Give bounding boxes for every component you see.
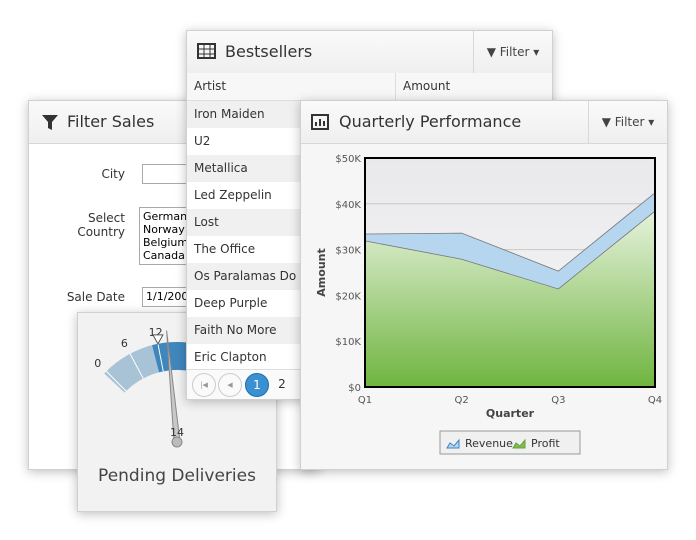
option[interactable]: Norway bbox=[143, 223, 185, 236]
artist-cell: Faith No More bbox=[194, 323, 277, 337]
legend-box bbox=[439, 430, 581, 455]
quarterly-panel: Quarterly Performance ▼︎ Filter ▾ $0 $10K… bbox=[300, 100, 668, 470]
y-tick-label: $0 bbox=[348, 383, 361, 394]
gauge-tick bbox=[129, 353, 144, 379]
y-tick-label: $10K bbox=[335, 337, 361, 348]
gauge-tick-label: 6 bbox=[121, 337, 128, 350]
page-number[interactable]: 2 bbox=[278, 377, 286, 391]
y-axis-title: Amount bbox=[315, 248, 328, 296]
artist-cell: U2 bbox=[194, 134, 211, 148]
gauge-tick bbox=[105, 370, 127, 392]
artist-cell: Iron Maiden bbox=[194, 107, 265, 121]
gauge-tick bbox=[157, 343, 164, 372]
pager-nav[interactable]: ◀ bbox=[218, 373, 242, 397]
legend-label: Profit bbox=[531, 437, 560, 450]
y-tick-label: $20K bbox=[335, 291, 361, 302]
table-header: Artist Amount bbox=[187, 73, 552, 101]
gauge-tick-label: 0 bbox=[94, 357, 101, 370]
x-tick-label: Q1 bbox=[358, 395, 372, 406]
x-tick-label: Q2 bbox=[455, 395, 469, 406]
panel-header: Bestsellers ▼︎ Filter ▾ bbox=[187, 31, 552, 74]
filter-label: Filter bbox=[614, 115, 645, 129]
artist-cell: Os Paralamas Do Su bbox=[194, 269, 316, 283]
x-tick-label: Q4 bbox=[648, 395, 662, 406]
panel-header: Quarterly Performance ▼︎ Filter ▾ bbox=[301, 101, 667, 144]
option[interactable]: Canada bbox=[143, 249, 185, 262]
legend-label: Revenue bbox=[465, 437, 513, 450]
filter-label: Filter bbox=[499, 45, 530, 59]
field-label: Select Country bbox=[77, 211, 125, 239]
field-label: Sale Date bbox=[66, 290, 125, 304]
panel-title: Filter Sales bbox=[67, 112, 155, 131]
artist-cell: Lost bbox=[194, 215, 219, 229]
x-axis-title: Quarter bbox=[486, 407, 535, 420]
y-tick-label: $40K bbox=[335, 200, 361, 211]
y-tick-label: $30K bbox=[335, 246, 361, 257]
y-tick-label: $50K bbox=[335, 154, 361, 165]
grid-icon bbox=[197, 43, 216, 59]
panel-title: Quarterly Performance bbox=[339, 112, 522, 131]
page-number[interactable]: 1 bbox=[245, 373, 269, 397]
artist-cell: Metallica bbox=[194, 161, 248, 175]
gauge-marker bbox=[152, 334, 164, 345]
option[interactable]: Belgium bbox=[143, 236, 189, 249]
field-label: City bbox=[101, 167, 125, 181]
panel-title: Bestsellers bbox=[225, 42, 313, 61]
chart-icon bbox=[311, 114, 329, 130]
plot-border bbox=[364, 157, 656, 388]
column-header: Amount bbox=[395, 73, 450, 100]
x-tick-label: Q3 bbox=[551, 395, 565, 406]
gauge-pivot bbox=[171, 436, 183, 448]
artist-cell: Deep Purple bbox=[194, 296, 268, 310]
filter-button[interactable]: ▼︎ Filter ▾ bbox=[473, 31, 552, 73]
artist-cell: Eric Clapton bbox=[194, 350, 267, 364]
artist-cell: Led Zeppelin bbox=[194, 188, 272, 202]
legend-swatch bbox=[446, 438, 460, 449]
column-header: Artist bbox=[194, 79, 227, 93]
gauge-value: 14 bbox=[170, 426, 184, 439]
funnel-icon bbox=[42, 115, 58, 130]
pager-nav[interactable]: |◀ bbox=[192, 373, 216, 397]
legend-swatch bbox=[512, 438, 526, 449]
filter-button[interactable]: ▼︎ Filter ▾ bbox=[588, 101, 667, 143]
gauge-title: Pending Deliveries bbox=[98, 466, 256, 486]
artist-cell: The Office bbox=[194, 242, 256, 256]
chart: $0 $10K $20K $30K $40K $50K Q1 Q2 Q3 Q4 Quarter Amo… bbox=[315, 154, 662, 455]
option[interactable]: Germany bbox=[143, 210, 194, 223]
